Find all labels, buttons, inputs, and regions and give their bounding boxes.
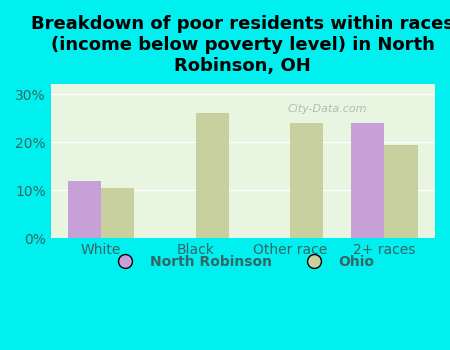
Bar — [68, 181, 101, 238]
Legend: North Robinson, Ohio: North Robinson, Ohio — [105, 250, 380, 275]
Title: Breakdown of poor residents within races
(income below poverty level) in North
R: Breakdown of poor residents within races… — [32, 15, 450, 75]
Bar — [384, 145, 418, 238]
Bar — [290, 123, 323, 238]
Bar — [351, 123, 384, 238]
Bar — [101, 188, 134, 238]
Text: City-Data.com: City-Data.com — [288, 104, 367, 114]
Bar — [196, 113, 229, 238]
